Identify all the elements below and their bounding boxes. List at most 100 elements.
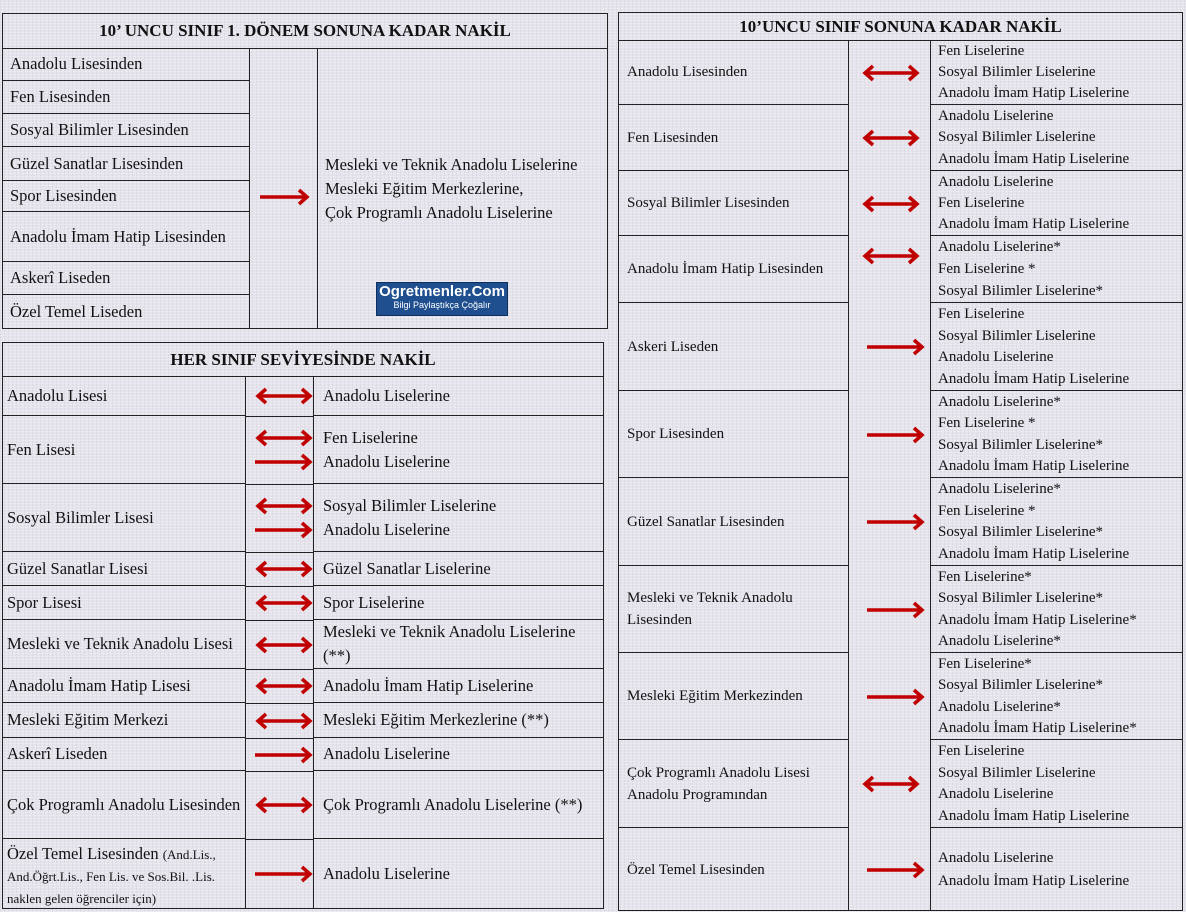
target-label: Sosyal Bilimler Liselerine (938, 63, 1096, 80)
target-label: Anadolu Liselerine (938, 107, 1054, 124)
arrow-cell (246, 669, 314, 704)
double-arrow-icon (255, 560, 313, 578)
target-cell: Fen Liselerine Sosyal Bilimler Liselerine… (931, 303, 1182, 391)
target-label: Anadolu İmam Hatip Liselerine (938, 872, 1130, 889)
table-row: Mesleki ve Teknik Anadolu Lisesi Mesleki … (3, 620, 603, 670)
source-cell: Çok Programlı Anadolu Lisesi Anadolu Pro… (619, 740, 849, 828)
source-label: Özel Temel Liseden (10, 302, 143, 321)
target-cell: Anadolu Liselerine (314, 738, 603, 771)
source-cell: Fen Lisesinden (3, 81, 250, 114)
double-arrow-icon (862, 775, 920, 793)
source-cell: Mesleki Eğitim Merkezi (3, 703, 246, 738)
source-label: Güzel Sanatlar Lisesinden (10, 153, 184, 173)
table-row: Anadolu Lisesi Anadolu Liselerine (3, 376, 603, 417)
arrow-cell (246, 703, 314, 739)
target-label: Anadolu İmam Hatip Liselerine (938, 371, 1130, 388)
source-cell: Anadolu Lisesinden (619, 40, 849, 105)
target-cell: Anadolu İmam Hatip Liselerine (314, 669, 603, 703)
target-label: Anadolu İmam Hatip Liselerine (938, 546, 1130, 563)
double-arrow-icon (255, 636, 313, 653)
source-label: Spor Lisesi (7, 592, 82, 612)
source-label: Fen Lisesinden (10, 87, 111, 106)
arrow-cell (246, 552, 314, 587)
target-label: Sosyal Bilimler Liselerine* (938, 590, 1103, 607)
target-label: Fen Liselerine (938, 42, 1025, 59)
table-row: Anadolu İmam Hatip Lisesinden Anadolu Lis… (619, 236, 1182, 303)
source-label: Sosyal Bilimler Lisesinden (627, 195, 790, 211)
column-divider (848, 40, 849, 911)
double-arrow-icon (255, 387, 313, 405)
source-label: Özel Temel Lisesinden (627, 861, 765, 878)
right-arrow-icon (255, 453, 313, 471)
column-divider (245, 376, 246, 909)
table-row: Spor Lisesi Spor Liselerine (3, 586, 603, 621)
target-cell: Fen Liselerine* Sosyal Bilimler Liselerin… (931, 566, 1182, 653)
source-cell: Sosyal Bilimler Lisesinden (3, 114, 250, 147)
target-label: Anadolu Liselerine (323, 385, 450, 405)
arrow-cell (246, 484, 314, 553)
table-grade10-end-transfer: 10’UNCU SINIF SONUNA KADAR NAKİL Anadolu… (618, 12, 1183, 911)
source-label: Güzel Sanatlar Lisesi (7, 558, 149, 578)
source-cell: Spor Lisesi (3, 586, 246, 620)
source-label: Anadolu İmam Hatip Lisesinden (627, 261, 824, 277)
target-label: Anadolu Liselerine (938, 173, 1054, 190)
table-title: 10’UNCU SINIF SONUNA KADAR NAKİL (619, 13, 1182, 41)
right-arrow-icon (867, 688, 925, 705)
target-cell: Anadolu Liselerine (314, 376, 603, 416)
right-arrow-icon (867, 338, 925, 356)
target-label: Anadolu Liselerine (323, 451, 450, 471)
source-label: Anadolu İmam Hatip Lisesi (7, 675, 191, 695)
target-cell: Fen Liselerine Anadolu Liselerine (314, 416, 603, 484)
right-arrow-icon (867, 601, 925, 618)
source-cell: Askeri Liseden (619, 303, 849, 391)
source-cell: Özel Temel Liseden (3, 295, 250, 329)
source-label: Mesleki Eğitim Merkezinden (627, 688, 803, 704)
target-label: Anadolu İmam Hatip Liselerine (938, 85, 1130, 102)
target-label: Sosyal Bilimler Liselerine (323, 495, 497, 515)
target-cell: Mesleki Eğitim Merkezlerine (**) (314, 703, 603, 738)
source-cell: Anadolu İmam Hatip Lisesinden (3, 212, 250, 262)
target-cell: Spor Liselerine (314, 586, 603, 620)
table-row: Askerî Liseden Anadolu Liselerine (3, 738, 603, 772)
target-label: Mesleki Eğitim Merkezlerine, (325, 179, 524, 198)
target-cell: Anadolu Liselerine* Fen Liselerine * Sosya… (931, 236, 1182, 303)
table-row: Çok Programlı Anadolu Lisesinden Çok Prog… (3, 771, 603, 840)
table-row: Spor Lisesinden Anadolu Liselerine* Fen Li… (619, 391, 1182, 478)
target-label: Sosyal Bilimler Liselerine (938, 327, 1096, 344)
target-label: Anadolu Liselerine (938, 349, 1054, 366)
column-divider (249, 48, 250, 329)
table-row: Mesleki Eğitim Merkezinden Fen Liselerine… (619, 653, 1182, 740)
source-cell: Güzel Sanatlar Lisesi (3, 552, 246, 586)
target-label: Sosyal Bilimler Liselerine (938, 764, 1096, 781)
right-arrow-icon (867, 513, 925, 531)
table-row: Mesleki Eğitim Merkezi Mesleki Eğitim Mer… (3, 703, 603, 739)
source-label: Sosyal Bilimler Lisesi (7, 507, 154, 527)
target-label: Fen Liselerine (938, 194, 1025, 211)
source-cell: Anadolu Lisesinden (3, 48, 250, 81)
arrow-cell (246, 376, 314, 417)
column-divider (317, 48, 318, 329)
source-label: Anadolu İmam Hatip Lisesinden (10, 226, 226, 246)
double-arrow-icon (255, 497, 313, 515)
target-label: Fen Liselerine * (938, 261, 1036, 277)
target-label: Sosyal Bilimler Liselerine* (938, 677, 1103, 694)
target-cell: Fen Liselerine Sosyal Bilimler Liselerine… (931, 740, 1182, 828)
source-cell: Mesleki Eğitim Merkezinden (619, 653, 849, 740)
source-label: Anadolu Lisesinden (627, 64, 748, 80)
source-cell: Özel Temel Lisesinden (And.Lis., And.Öğr… (3, 839, 246, 909)
target-cell: Fen Liselerine Sosyal Bilimler Liselerine… (931, 40, 1182, 105)
arrow-cell (246, 738, 314, 772)
arrow-cell (246, 771, 314, 840)
table-row: Sosyal Bilimler Lisesinden Anadolu Lisele… (619, 171, 1182, 236)
right-arrow-icon (260, 188, 310, 206)
target-label: Güzel Sanatlar Liselerine (323, 558, 491, 578)
source-label: Askeri Liseden (627, 338, 719, 355)
source-label: Spor Lisesinden (627, 426, 725, 442)
source-label: Fen Lisesi (7, 439, 76, 459)
target-label: Sosyal Bilimler Liselerine* (938, 524, 1103, 541)
source-cell: Spor Lisesinden (619, 391, 849, 478)
arrow-cell (246, 416, 314, 485)
target-label: Mesleki Eğitim Merkezlerine (**) (323, 710, 549, 729)
ogretmenler-logo: Ogretmenler.Com Bilgi Paylaştıkça Çoğalı… (376, 282, 508, 316)
double-arrow-icon (862, 64, 920, 81)
